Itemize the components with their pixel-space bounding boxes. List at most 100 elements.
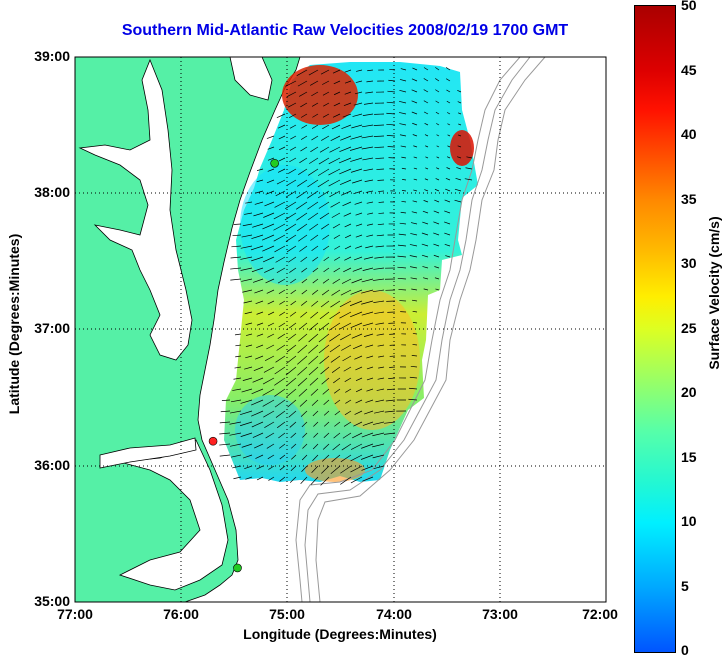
velocity-vector <box>349 146 363 151</box>
velocity-vector <box>277 168 286 173</box>
velocity-vector <box>322 278 330 284</box>
velocity-vector <box>447 123 451 126</box>
velocity-vector <box>344 223 352 228</box>
colorbar-tick: 10 <box>681 513 697 529</box>
velocity-vector <box>245 476 253 480</box>
velocity-vector <box>436 123 440 126</box>
velocity-vector <box>464 178 473 181</box>
albemarle-sound <box>99 437 197 469</box>
velocity-vector <box>412 200 418 203</box>
velocity-vector <box>411 89 418 93</box>
velocity-vector <box>343 366 352 372</box>
velocity-vector <box>401 200 407 203</box>
velocity-vector <box>331 124 341 130</box>
velocity-vector <box>287 333 297 341</box>
velocity-vector <box>289 311 297 317</box>
velocity-vector <box>265 190 275 195</box>
velocity-vector <box>319 212 330 220</box>
velocity-vector <box>341 278 352 284</box>
velocity-vector <box>365 91 374 94</box>
velocity-vector <box>351 124 363 129</box>
x-tick-label: 73:00 <box>482 606 518 622</box>
velocity-vector <box>251 267 264 273</box>
velocity-vector <box>241 278 253 282</box>
velocity-vector <box>287 399 297 408</box>
velocity-vector <box>286 245 297 253</box>
velocity-vector <box>397 266 407 269</box>
velocity-vector <box>300 135 308 140</box>
velocity-vector <box>456 156 462 159</box>
velocity-vector <box>341 124 352 130</box>
cool-zone-west <box>240 165 330 285</box>
velocity-vector <box>386 123 396 126</box>
velocity-vector <box>375 322 385 325</box>
velocity-vector <box>311 300 319 307</box>
velocity-vector <box>343 212 352 217</box>
velocity-vector <box>262 223 275 230</box>
velocity-vector <box>254 443 264 449</box>
velocity-vector <box>290 278 297 284</box>
velocity-vector <box>278 289 286 294</box>
velocity-vector <box>311 465 319 473</box>
velocity-vector <box>273 212 286 220</box>
velocity-vector <box>454 188 462 192</box>
velocity-vector <box>290 432 297 439</box>
velocity-vector <box>352 113 363 117</box>
velocity-vector <box>318 157 330 165</box>
velocity-vector <box>262 388 275 396</box>
velocity-vector <box>334 256 341 261</box>
velocity-vector <box>363 168 374 172</box>
velocity-vector <box>291 454 297 460</box>
velocity-vector <box>310 311 319 319</box>
velocity-vector <box>378 212 385 214</box>
velocity-vector <box>355 80 363 83</box>
velocity-vector <box>298 168 308 175</box>
colorbar-tick: 35 <box>681 191 697 207</box>
velocity-vector <box>267 146 275 150</box>
velocity-vector <box>245 201 253 204</box>
velocity-vector <box>350 135 363 140</box>
velocity-vector <box>334 399 341 405</box>
velocity-vector <box>266 344 275 350</box>
velocity-vector <box>366 80 374 83</box>
velocity-vector <box>333 432 341 439</box>
velocity-vector <box>410 222 418 225</box>
velocity-vector <box>267 168 275 172</box>
velocity-vector <box>277 333 286 339</box>
velocity-vector <box>306 190 319 199</box>
velocity-vector <box>231 245 242 248</box>
velocity-vector <box>331 212 341 218</box>
velocity-vector <box>339 300 352 308</box>
velocity-vector <box>412 333 418 335</box>
velocity-vector <box>301 465 308 472</box>
velocity-vector <box>344 80 352 84</box>
velocity-vector <box>299 399 308 407</box>
velocity-vector <box>319 322 330 331</box>
velocity-vector <box>310 388 319 396</box>
velocity-vector <box>244 465 253 469</box>
velocity-vector <box>302 443 308 449</box>
velocity-vector <box>399 89 407 93</box>
velocity-vector <box>289 113 297 118</box>
velocity-vector <box>456 167 462 170</box>
velocity-vector <box>351 333 363 339</box>
velocity-vector <box>333 80 341 85</box>
velocity-vector <box>300 311 308 318</box>
velocity-vector <box>317 190 330 199</box>
velocity-vector <box>308 69 319 76</box>
velocity-vector <box>276 267 286 274</box>
velocity-vector <box>344 377 352 383</box>
velocity-vector <box>421 232 429 236</box>
velocity-vector <box>457 134 462 137</box>
velocity-vector <box>321 465 330 474</box>
velocity-vector <box>330 135 341 141</box>
velocity-vector <box>332 223 341 229</box>
velocity-vector <box>301 278 308 284</box>
velocity-vector <box>312 289 319 295</box>
velocity-vector <box>266 179 275 184</box>
velocity-vector <box>424 178 429 181</box>
velocity-vector <box>298 333 308 342</box>
velocity-vector <box>363 102 374 105</box>
velocity-vector <box>344 410 352 416</box>
velocity-vector <box>349 300 363 307</box>
